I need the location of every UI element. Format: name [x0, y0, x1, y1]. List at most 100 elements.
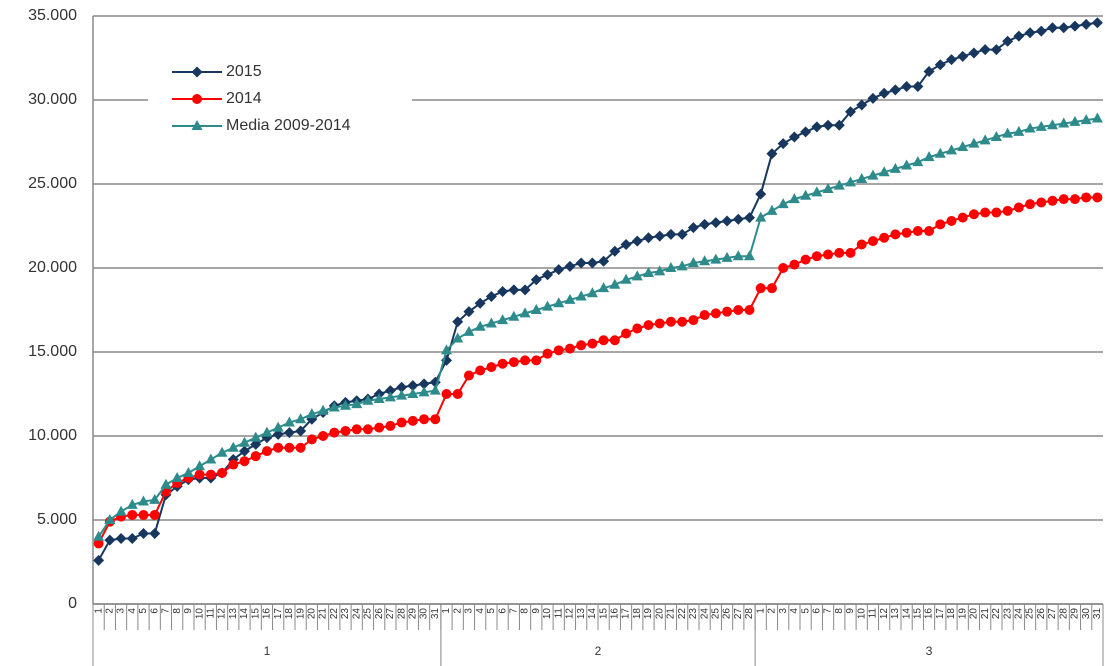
marker: [620, 238, 632, 250]
y-tick-label: 20.000: [28, 259, 77, 276]
marker: [474, 320, 486, 331]
marker: [575, 257, 587, 269]
marker: [665, 228, 677, 240]
marker: [598, 282, 610, 293]
marker: [93, 530, 105, 541]
marker: [710, 217, 722, 229]
marker: [676, 228, 688, 240]
x-tick-label: 18: [632, 608, 643, 620]
marker: [800, 189, 812, 200]
marker: [463, 306, 475, 318]
marker: [845, 106, 856, 118]
marker: [373, 393, 385, 404]
marker: [1069, 115, 1081, 126]
marker: [93, 538, 104, 549]
marker: [485, 291, 497, 303]
y-tick-label: 30.000: [28, 91, 77, 108]
marker: [227, 441, 239, 452]
marker: [1025, 199, 1036, 210]
marker: [654, 265, 666, 276]
marker: [1013, 202, 1024, 213]
marker: [1013, 125, 1025, 136]
marker: [261, 446, 272, 457]
marker: [968, 47, 980, 59]
marker: [138, 527, 149, 539]
x-tick-label: 3: [464, 608, 475, 614]
x-tick-label: 22: [991, 608, 1002, 620]
group-label: 3: [926, 644, 933, 658]
marker: [519, 284, 531, 296]
marker: [497, 358, 508, 369]
marker: [834, 247, 845, 258]
marker: [722, 306, 733, 317]
marker: [968, 137, 980, 148]
marker: [362, 424, 373, 435]
marker: [699, 255, 711, 266]
marker: [811, 121, 823, 133]
marker: [452, 389, 463, 399]
marker: [127, 509, 138, 520]
marker: [957, 141, 969, 152]
marker: [923, 151, 935, 162]
marker: [104, 534, 116, 546]
x-tick-label: 28: [744, 608, 755, 620]
marker: [542, 300, 553, 311]
marker: [721, 251, 733, 262]
marker: [519, 307, 531, 318]
marker: [317, 404, 329, 415]
marker: [452, 316, 464, 328]
x-tick-label: 21: [666, 608, 677, 620]
marker: [486, 362, 497, 373]
x-tick-label: 11: [205, 608, 216, 619]
group-label: 2: [595, 644, 602, 658]
marker: [777, 138, 789, 150]
marker: [833, 179, 845, 190]
marker: [710, 253, 722, 264]
marker: [833, 119, 845, 131]
marker: [788, 131, 800, 143]
x-tick-label: 8: [172, 608, 183, 614]
legend-label: 2014: [226, 90, 262, 107]
x-tick-label: 4: [789, 608, 800, 614]
marker: [542, 269, 553, 281]
marker: [138, 495, 149, 506]
marker: [665, 316, 676, 327]
x-tick-label: 14: [239, 608, 250, 620]
x-tick-label: 18: [284, 608, 295, 620]
marker: [643, 232, 654, 244]
x-tick-label: 3: [778, 608, 789, 614]
x-tick-label: 12: [565, 608, 576, 620]
marker: [283, 416, 295, 427]
x-tick-label: 29: [407, 608, 418, 620]
x-tick-label: 25: [1025, 608, 1036, 620]
x-tick-label: 20: [306, 608, 317, 620]
marker: [576, 340, 587, 351]
x-tick-label: 21: [980, 608, 991, 620]
marker: [755, 283, 766, 294]
x-tick-label: 2: [452, 608, 463, 614]
marker: [553, 345, 564, 356]
marker: [149, 493, 161, 504]
marker: [632, 323, 643, 334]
marker: [362, 394, 374, 405]
marker: [441, 344, 452, 355]
x-tick-label: 13: [890, 608, 901, 620]
marker: [250, 431, 262, 442]
marker: [755, 211, 767, 222]
marker: [1024, 122, 1036, 133]
marker: [676, 260, 688, 271]
x-tick-label: 15: [912, 608, 923, 620]
x-tick-label: 27: [385, 608, 396, 620]
marker: [586, 257, 598, 269]
marker: [485, 317, 497, 328]
x-tick-label: 17: [621, 608, 632, 620]
x-tick-label: 31: [430, 608, 441, 620]
marker: [564, 293, 576, 304]
x-tick-label: 26: [722, 608, 733, 620]
marker: [587, 338, 598, 349]
marker: [217, 467, 228, 478]
x-tick-label: 8: [834, 608, 845, 614]
marker: [1058, 22, 1070, 34]
x-tick-label: 11: [553, 608, 564, 619]
marker: [946, 144, 957, 155]
